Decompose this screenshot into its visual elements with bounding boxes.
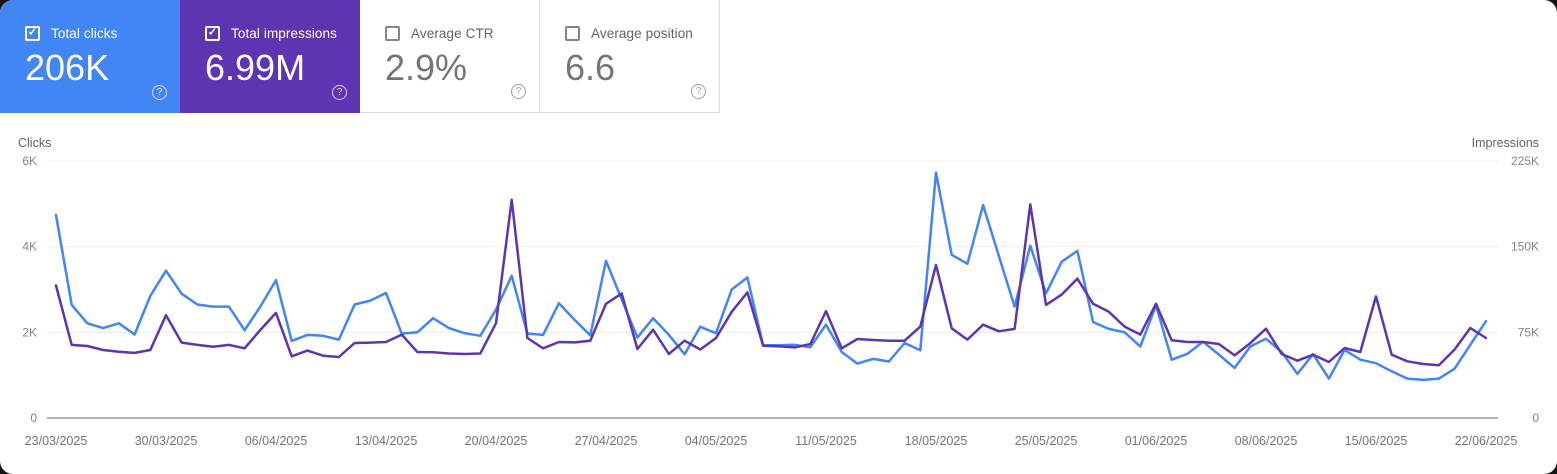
date-label: 13/04/2025: [355, 434, 418, 448]
total-clicks-checkbox[interactable]: ✓: [25, 26, 40, 41]
impressions-axis-tick: 75K: [1518, 325, 1539, 339]
card-total-impressions[interactable]: ✓ Total impressions 6.99M ?: [180, 0, 360, 113]
date-label: 08/06/2025: [1235, 434, 1298, 448]
card-label: Average CTR: [411, 26, 494, 41]
date-label: 15/06/2025: [1345, 434, 1408, 448]
date-label: 18/05/2025: [905, 434, 968, 448]
card-average-position[interactable]: Average position 6.6 ?: [540, 0, 720, 113]
average-position-value: 6.6: [565, 47, 616, 88]
total-clicks-value: 206K: [25, 47, 110, 88]
help-icon[interactable]: ?: [511, 84, 526, 99]
clicks-axis-tick: 2K: [22, 325, 37, 339]
clicks-axis-tick: 0: [30, 411, 37, 425]
average-ctr-value: 2.9%: [385, 47, 468, 88]
checkmark-icon: ✓: [207, 26, 218, 39]
card-label: Total impressions: [231, 26, 337, 41]
checkmark-icon: ✓: [27, 26, 38, 39]
date-label: 11/05/2025: [795, 434, 857, 448]
impressions-axis-tick: 225K: [1511, 154, 1539, 168]
impressions-line: [54, 198, 1488, 367]
card-average-ctr[interactable]: Average CTR 2.9% ?: [360, 0, 540, 113]
date-label: 23/03/2025: [25, 434, 88, 448]
impressions-axis-tick: 0: [1532, 411, 1539, 425]
clicks-line: [54, 171, 1488, 382]
card-header: ✓ Total impressions: [205, 26, 337, 41]
card-header: ✓ Total clicks: [25, 26, 117, 41]
help-icon[interactable]: ?: [691, 84, 706, 99]
date-label: 06/04/2025: [245, 434, 308, 448]
date-label: 01/06/2025: [1125, 434, 1188, 448]
card-total-clicks[interactable]: ✓ Total clicks 206K ?: [0, 0, 180, 113]
help-icon[interactable]: ?: [152, 85, 167, 100]
date-label: 25/05/2025: [1015, 434, 1078, 448]
date-label: 20/04/2025: [465, 434, 528, 448]
average-ctr-checkbox[interactable]: [385, 26, 400, 41]
help-icon[interactable]: ?: [332, 85, 347, 100]
date-label: 22/06/2025: [1455, 434, 1518, 448]
clicks-axis-title: Clicks: [18, 136, 51, 150]
date-label: 27/04/2025: [575, 434, 638, 448]
card-label: Average position: [591, 26, 693, 41]
date-label: 04/05/2025: [685, 434, 748, 448]
metric-cards: ✓ Total clicks 206K ? ✓ Total impression…: [0, 0, 720, 113]
impressions-axis-title: Impressions: [1472, 136, 1539, 150]
card-label: Total clicks: [51, 26, 118, 41]
average-position-checkbox[interactable]: [565, 26, 580, 41]
card-header: Average position: [565, 26, 693, 41]
impressions-axis-tick: 150K: [1511, 240, 1539, 254]
date-label: 30/03/2025: [135, 434, 198, 448]
card-header: Average CTR: [385, 26, 494, 41]
total-impressions-checkbox[interactable]: ✓: [205, 26, 220, 41]
total-impressions-value: 6.99M: [205, 47, 306, 88]
clicks-axis-tick: 6K: [22, 154, 37, 168]
clicks-axis-tick: 4K: [22, 240, 37, 254]
